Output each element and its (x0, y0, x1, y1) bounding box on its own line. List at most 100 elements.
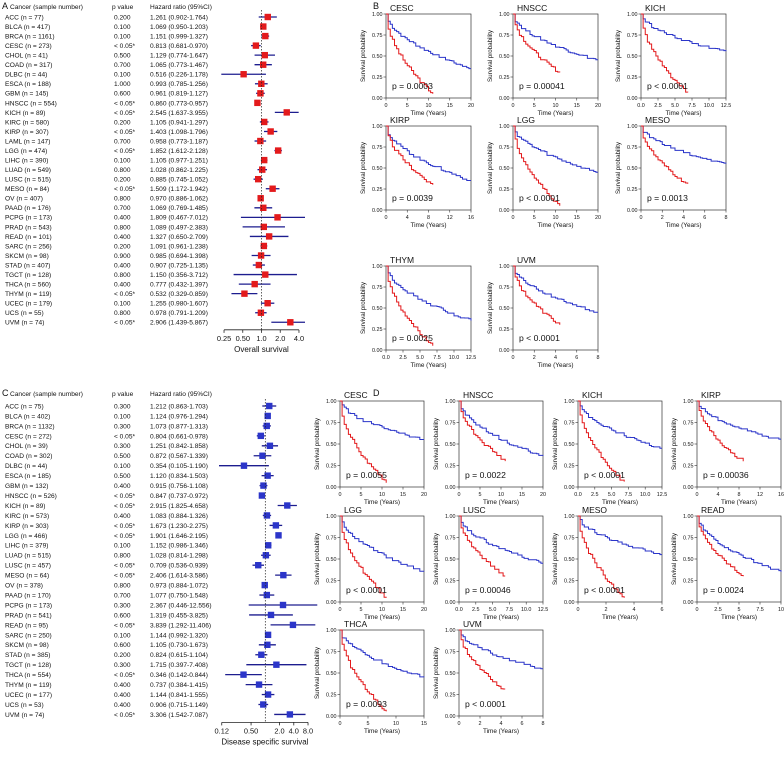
panel-letter: B (373, 1, 379, 11)
row-p-value: 0.800 (114, 553, 131, 560)
hr-point (287, 319, 294, 326)
x-tick-label: 5.0 (608, 492, 616, 498)
km-b-kich: KICH 0.00 0.25 0.50 0.75 1.00 Survival probabi… (615, 3, 731, 117)
row-hazard-ratio-text: 2.545 (1.637-3.955) (150, 110, 208, 117)
x-tick-label: 12.5 (466, 355, 477, 361)
y-tick-label: 0.50 (445, 671, 456, 677)
km-curve-low (459, 400, 544, 456)
row-cancer-label: OV (n = 378) (5, 583, 43, 590)
x-tick-label: 4 (554, 355, 557, 361)
km-curve-high (340, 515, 387, 598)
x-tick-label: 5 (360, 607, 363, 613)
y-tick-label: 0.00 (326, 600, 337, 606)
x-tick-label: 5 (406, 103, 409, 109)
y-tick-label: 0.50 (683, 442, 694, 448)
km-plot-frame (385, 265, 472, 351)
km-title: CESC (390, 3, 414, 13)
x-tick-label: 12 (757, 492, 763, 498)
y-axis-title: Survival probability (360, 141, 367, 194)
y-axis-title: Survival probability (314, 417, 321, 470)
x-tick-label: 0 (385, 103, 388, 109)
y-axis-title: Survival probability (433, 417, 440, 470)
hr-point (264, 412, 271, 420)
row-hazard-ratio-text: 0.872 (0.567-1.339) (150, 453, 208, 460)
hr-point (259, 452, 266, 459)
km-curve-low (386, 265, 472, 321)
x-tick-label: 8.0 (303, 726, 313, 735)
row-p-value: 0.100 (114, 158, 131, 165)
row-hazard-ratio-text: 2.406 (1.614-3.586) (150, 573, 208, 580)
y-tick-label: 1.00 (564, 514, 575, 520)
hr-point (260, 242, 268, 250)
x-axis-title: Time (Years) (537, 110, 573, 117)
x-tick-label: 10.0 (521, 607, 532, 613)
km-curve-low (697, 400, 781, 440)
x-tick-label: 0 (640, 215, 643, 221)
x-tick-label: 5 (738, 607, 741, 613)
row-cancer-label: LUAD (n = 515) (5, 553, 51, 560)
x-tick-label: 15 (574, 103, 580, 109)
row-hazard-ratio-text: 0.885 (0.745-1.052) (150, 177, 208, 184)
row-p-value: 0.600 (114, 612, 131, 619)
x-tick-label: 6 (575, 355, 578, 361)
hr-point (274, 214, 281, 221)
row-cancer-label: BLCA (n = 417) (5, 24, 50, 31)
km-d-lusc: LUSC 0.00 0.25 0.50 0.75 1.00 Survival probabi… (433, 505, 548, 621)
y-tick-label: 0.50 (564, 442, 575, 448)
x-tick-label: 5.0 (416, 355, 424, 361)
row-cancer-label: KICH (n = 89) (5, 503, 46, 510)
y-tick-label: 1.00 (445, 514, 456, 520)
x-tick-label: 7.5 (625, 492, 633, 498)
km-curve-low (340, 400, 424, 440)
km-curve-high (386, 13, 434, 94)
row-cancer-label: UVM (n = 74) (5, 320, 44, 327)
x-tick-label: 6 (521, 721, 524, 727)
x-axis-title: Time (Years) (537, 362, 573, 369)
y-tick-label: 0.00 (627, 208, 638, 214)
x-axis-title: Time (Years) (410, 362, 446, 369)
row-hazard-ratio-text: 1.144 (0.841-1.555) (150, 692, 208, 699)
row-hazard-ratio-text: 0.973 (0.884-1.072) (150, 583, 208, 590)
x-tick-label: 0.12 (215, 726, 229, 735)
y-tick-label: 0.25 (326, 579, 337, 585)
km-plot-frame (385, 13, 472, 99)
x-axis-title: Time (Years) (665, 222, 701, 229)
y-tick-label: 0.50 (372, 166, 383, 172)
panel-letter: C (2, 388, 9, 398)
km-b-uvm: UVM 0.00 0.25 0.50 0.75 1.00 Survival probabil… (487, 255, 600, 369)
km-title: THCA (344, 619, 367, 629)
row-p-value: 0.700 (114, 592, 131, 599)
row-p-value: 0.200 (114, 177, 131, 184)
x-tick-label: 2 (605, 607, 608, 613)
row-cancer-label: SARC (n = 256) (5, 243, 52, 250)
x-tick-label: 20 (468, 103, 474, 109)
row-cancer-label: SARC (n = 250) (5, 632, 52, 639)
x-tick-label: 20 (540, 492, 546, 498)
x-tick-label: 2.5 (654, 103, 662, 109)
km-p-value: p = 0.00046 (465, 585, 511, 595)
row-p-value: < 0.05* (114, 503, 136, 510)
km-p-value: p = 0.00041 (519, 81, 565, 91)
x-tick-label: 8 (542, 721, 545, 727)
row-hazard-ratio-text: 0.907 (0.725-1.135) (150, 262, 208, 269)
y-tick-label: 1.00 (445, 628, 456, 634)
row-p-value: < 0.05* (114, 622, 136, 629)
y-tick-label: 1.00 (372, 12, 383, 18)
km-plot-frame (512, 265, 599, 351)
row-cancer-label: TGCT (n = 128) (5, 662, 51, 669)
y-tick-label: 0.25 (372, 187, 383, 193)
row-p-value: 0.300 (114, 602, 131, 609)
y-tick-label: 0.75 (683, 536, 694, 542)
hr-point (258, 80, 265, 87)
row-p-value: 0.400 (114, 692, 131, 699)
row-hazard-ratio-text: 1.105 (0.941-1.297) (150, 119, 208, 126)
x-tick-label: 4.0 (289, 726, 299, 735)
row-cancer-label: KIRP (n = 303) (5, 523, 49, 530)
row-hazard-ratio-text: 0.813 (0.681-0.970) (150, 43, 208, 50)
x-tick-label: 5 (533, 215, 536, 221)
panel-letter: D (373, 388, 380, 398)
km-curve-low (459, 629, 543, 670)
row-cancer-label: KIRC (n = 573) (5, 513, 49, 520)
y-tick-label: 1.00 (445, 399, 456, 405)
x-axis-title: Time (Years) (364, 499, 400, 506)
